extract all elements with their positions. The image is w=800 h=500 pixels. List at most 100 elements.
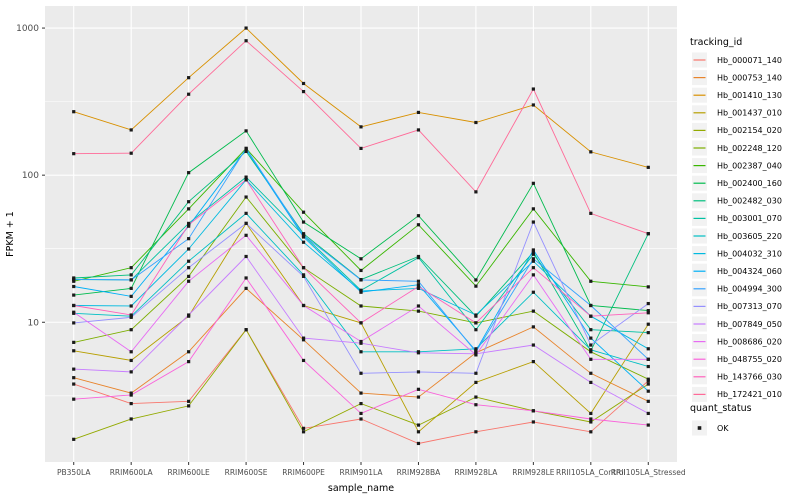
- legend2-title: quant_status: [690, 403, 752, 414]
- data-point: [589, 314, 593, 318]
- data-point: [187, 404, 191, 408]
- data-point: [474, 328, 478, 332]
- data-point: [531, 207, 535, 211]
- data-point: [589, 150, 593, 154]
- data-point: [589, 371, 593, 375]
- data-point: [129, 266, 133, 270]
- data-point: [301, 210, 306, 214]
- data-point: [244, 276, 248, 280]
- data-point: [244, 175, 248, 179]
- data-point: [129, 315, 133, 319]
- data-point: [72, 321, 76, 325]
- data-point: [589, 336, 593, 340]
- data-point: [531, 360, 535, 364]
- x-axis-title: sample_name: [328, 483, 394, 494]
- data-point: [301, 426, 306, 430]
- data-point: [72, 284, 76, 289]
- data-point: [359, 146, 363, 151]
- data-point: [72, 279, 76, 283]
- data-point: [531, 309, 535, 313]
- data-point: [531, 343, 535, 347]
- data-point: [474, 395, 478, 399]
- x-tick-label: PB350LA: [57, 468, 91, 477]
- data-point: [359, 411, 363, 416]
- data-point: [301, 240, 306, 244]
- data-point: [531, 409, 535, 413]
- data-point: [129, 286, 133, 290]
- data-point: [301, 358, 306, 363]
- data-point: [129, 278, 133, 282]
- data-point: [589, 411, 593, 416]
- data-point: [359, 401, 363, 406]
- data-point: [416, 283, 421, 287]
- data-point: [187, 399, 191, 403]
- data-point: [244, 178, 248, 182]
- data-point: [244, 39, 248, 43]
- data-point: [416, 279, 421, 283]
- data-point: [187, 207, 191, 211]
- data-point: [474, 284, 478, 288]
- legend-item-label: Hb_002248_120: [717, 144, 782, 153]
- x-tick-label: RRIM600PE: [282, 468, 325, 477]
- data-point: [72, 437, 76, 441]
- data-point: [416, 284, 421, 289]
- legend-item-label: Hb_002387_040: [717, 161, 782, 170]
- data-point: [416, 387, 421, 391]
- x-tick-label: RRII105LA_Stressed: [611, 468, 686, 477]
- legend-item-label: Hb_007313_070: [717, 302, 782, 311]
- data-point: [646, 411, 650, 416]
- legend-item-label: Hb_003001_070: [717, 214, 782, 223]
- data-point: [187, 247, 191, 251]
- data-point: [72, 310, 76, 314]
- legend-item-label: Hb_048755_020: [717, 355, 782, 364]
- data-point: [531, 259, 535, 263]
- data-point: [474, 313, 478, 317]
- data-point: [72, 340, 76, 344]
- data-point: [72, 277, 76, 281]
- data-point: [474, 353, 478, 357]
- data-point: [301, 235, 306, 239]
- data-point: [474, 380, 478, 385]
- data-point: [474, 278, 478, 282]
- data-point: [589, 430, 593, 434]
- legend-item-label: Hb_007849_050: [717, 320, 782, 329]
- data-point: [129, 401, 133, 406]
- data-point: [72, 397, 76, 401]
- data-point: [359, 321, 363, 325]
- data-point: [416, 430, 421, 434]
- data-point: [531, 252, 535, 256]
- data-point: [474, 120, 478, 125]
- data-point: [416, 351, 421, 355]
- data-point: [531, 87, 535, 91]
- data-point: [531, 420, 535, 424]
- data-point: [301, 81, 306, 86]
- data-point: [72, 303, 76, 308]
- data-point: [589, 357, 593, 361]
- legend-item-label: Hb_002400_160: [717, 179, 782, 188]
- data-point: [416, 256, 421, 260]
- data-point: [129, 393, 133, 397]
- x-tick-label: RRIM928LA: [454, 468, 498, 477]
- data-point: [474, 371, 478, 375]
- data-point: [474, 350, 478, 354]
- data-point: [187, 200, 191, 204]
- legend-item-label: Hb_004324_060: [717, 267, 782, 276]
- data-point: [589, 303, 593, 308]
- data-point: [589, 348, 593, 352]
- data-point: [72, 376, 76, 380]
- y-tick-label: 100: [22, 171, 39, 181]
- data-point: [244, 286, 248, 290]
- data-point: [646, 382, 650, 386]
- x-tick-label: RRIM600SE: [225, 468, 268, 477]
- data-point: [301, 274, 306, 279]
- y-axis-title: FPKM + 1: [5, 211, 16, 257]
- data-point: [359, 125, 363, 129]
- data-point: [129, 313, 133, 317]
- data-point: [129, 370, 133, 374]
- legend-item-label: Hb_008686_020: [717, 337, 782, 346]
- legend-tracking-id: tracking_id Hb_000071_140 Hb_000753_140 Hb_…: [690, 37, 782, 402]
- data-point: [589, 343, 593, 347]
- data-point: [72, 349, 76, 353]
- data-point: [531, 181, 535, 185]
